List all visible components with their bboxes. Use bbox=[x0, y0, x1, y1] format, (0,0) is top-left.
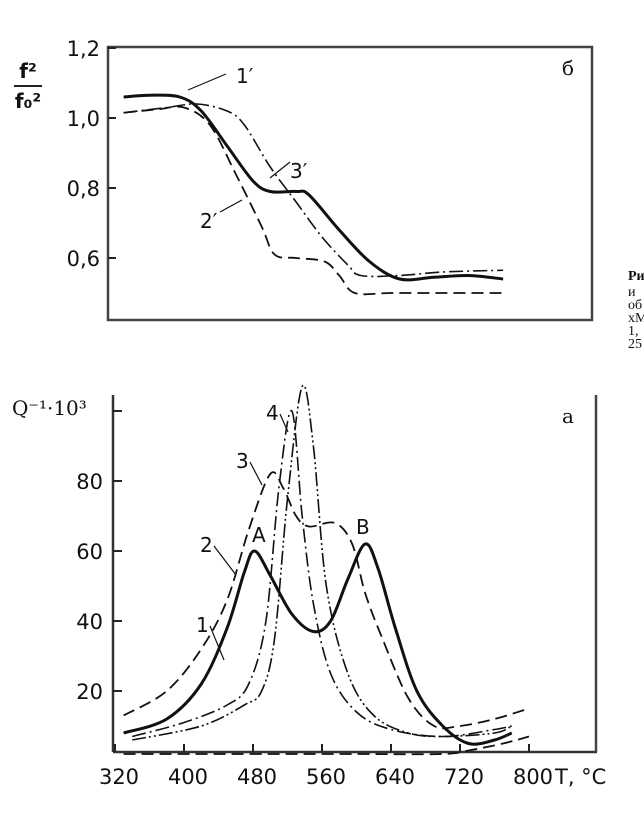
y-tick-label: 20 bbox=[76, 680, 103, 704]
x-tick-label: 640 bbox=[375, 765, 415, 789]
y-tick-label: 1,2 bbox=[67, 37, 100, 61]
x-tick-label: 320 bbox=[99, 765, 139, 789]
curve-label: 1′ bbox=[236, 64, 254, 88]
series-line-2 bbox=[123, 471, 530, 730]
curve-label: 3 bbox=[236, 449, 249, 473]
y-tick-label: 40 bbox=[76, 610, 103, 634]
caption-fragment: Ри bbox=[628, 269, 644, 284]
series-line-1 bbox=[123, 542, 513, 746]
x-tick-label: 480 bbox=[237, 765, 277, 789]
peak-annotation: A bbox=[252, 523, 266, 547]
caption-fragment: хМ bbox=[628, 311, 644, 326]
leader-line bbox=[187, 73, 227, 91]
plot-frame bbox=[106, 45, 594, 322]
x-tick-label: 560 bbox=[306, 765, 346, 789]
caption-fragment: об bbox=[628, 298, 643, 313]
y-tick-label: 80 bbox=[76, 470, 103, 494]
curve-label: 4 bbox=[266, 401, 279, 425]
y-tick-label: 0,6 bbox=[67, 247, 100, 271]
x-tick-label: 720 bbox=[444, 765, 484, 789]
x-tick-label: 400 bbox=[168, 765, 208, 789]
series-line-2′ bbox=[123, 105, 504, 296]
caption-fragment: 25 bbox=[628, 337, 642, 352]
leader-line bbox=[209, 625, 225, 661]
caption-fragment: и bbox=[628, 285, 636, 300]
series-line-3′ bbox=[123, 103, 504, 278]
peak-annotation: B bbox=[356, 515, 370, 539]
series-line-3 bbox=[132, 410, 512, 738]
caption-fragment: 1, bbox=[628, 324, 639, 339]
leader-line bbox=[213, 545, 237, 576]
y-tick-label: 60 bbox=[76, 540, 103, 564]
y-axis-label-numerator: f² bbox=[19, 59, 36, 83]
leader-line bbox=[219, 199, 243, 213]
series-line-1′ bbox=[123, 93, 504, 282]
y-tick-label: 1,0 bbox=[67, 107, 100, 131]
leader-line bbox=[249, 461, 263, 486]
series-line-4 bbox=[132, 384, 513, 741]
curve-label: 1 bbox=[196, 613, 209, 637]
x-tick-label: 800 bbox=[513, 765, 553, 789]
curve-label: 3′ bbox=[290, 159, 308, 183]
y-tick-label: 0,8 bbox=[67, 177, 100, 201]
panel-label: б bbox=[562, 56, 574, 80]
series-line-baseline bbox=[123, 735, 530, 756]
x-axis-label: T, °C bbox=[554, 765, 606, 789]
panel-label: а bbox=[562, 404, 574, 428]
leader-line bbox=[279, 413, 289, 433]
curve-label: 2′ bbox=[200, 209, 218, 233]
y-axis-label: Q⁻¹·10³ bbox=[12, 396, 87, 420]
curve-label: 2 bbox=[200, 533, 213, 557]
y-axis-label-denominator: f₀² bbox=[15, 89, 41, 113]
leader-line bbox=[269, 161, 291, 179]
